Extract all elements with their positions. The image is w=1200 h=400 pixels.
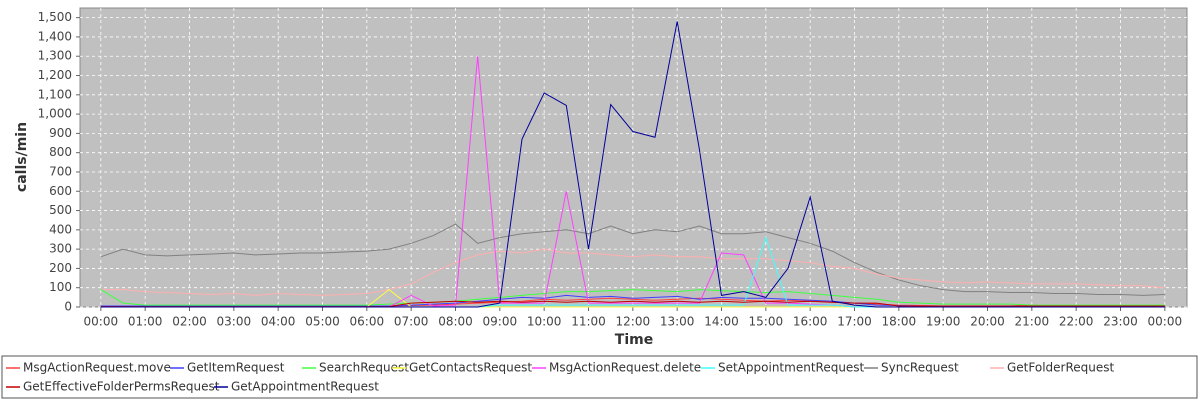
plot-area <box>79 7 1188 308</box>
series-line <box>100 223 1165 296</box>
x-tick-label: 20:00 <box>970 315 1005 329</box>
y-tick-label: 800 <box>49 145 72 159</box>
x-tick-label: 22:00 <box>1059 315 1094 329</box>
y-tick-label: 600 <box>49 184 72 198</box>
x-tick-label: 17:00 <box>837 315 872 329</box>
x-tick-label: 04:00 <box>261 315 296 329</box>
x-tick-label: 01:00 <box>128 315 163 329</box>
x-tick-label: 08:00 <box>438 315 473 329</box>
x-tick-label: 00:00 <box>84 315 119 329</box>
legend-label: GetEffectiveFolderPermsRequest <box>23 380 220 394</box>
legend-label: GetItemRequest <box>187 361 285 375</box>
x-tick-label: 00:00 <box>1148 315 1183 329</box>
y-tick-label: 1,400 <box>38 29 72 43</box>
y-tick-label: 1,200 <box>38 68 72 82</box>
legend-label: MsgActionRequest.delete <box>549 361 701 375</box>
x-tick-label: 03:00 <box>217 315 252 329</box>
x-tick-label: 23:00 <box>1103 315 1138 329</box>
x-tick-label: 09:00 <box>483 315 518 329</box>
legend-label: SetAppointmentRequest <box>718 361 865 375</box>
x-tick-label: 05:00 <box>305 315 340 329</box>
y-tick-label: 900 <box>49 126 72 140</box>
x-tick-label: 19:00 <box>926 315 961 329</box>
x-tick-label: 16:00 <box>793 315 828 329</box>
legend-label: GetContactsRequest <box>409 361 532 375</box>
x-tick-label: 11:00 <box>571 315 606 329</box>
y-tick-label: 1,300 <box>38 49 72 63</box>
y-tick-label: 0 <box>64 300 72 314</box>
x-tick-label: 18:00 <box>882 315 917 329</box>
legend-label: GetFolderRequest <box>1007 361 1115 375</box>
y-tick-label: 700 <box>49 164 72 178</box>
x-tick-label: 14:00 <box>704 315 739 329</box>
y-tick-label: 100 <box>49 280 72 294</box>
x-tick-label: 15:00 <box>749 315 784 329</box>
y-tick-label: 1,100 <box>38 87 72 101</box>
y-tick-label: 400 <box>49 222 72 236</box>
y-tick-label: 500 <box>49 203 72 217</box>
series-line <box>100 21 1165 308</box>
x-tick-label: 06:00 <box>350 315 385 329</box>
y-tick-label: 1,500 <box>38 10 72 24</box>
y-axis-label: calls/min <box>14 122 30 192</box>
legend-label: MsgActionRequest.move <box>23 361 171 375</box>
legend-label: GetAppointmentRequest <box>231 380 379 394</box>
y-tick-label: 1,000 <box>38 107 72 121</box>
x-tick-label: 07:00 <box>394 315 429 329</box>
y-tick-label: 200 <box>49 261 72 275</box>
x-tick-label: 12:00 <box>616 315 651 329</box>
series-line <box>100 289 1165 306</box>
series-line <box>100 248 1165 296</box>
x-tick-label: 13:00 <box>660 315 695 329</box>
x-tick-label: 21:00 <box>1015 315 1050 329</box>
x-tick-label: 02:00 <box>172 315 207 329</box>
legend-label: SyncRequest <box>881 361 959 375</box>
legend <box>1 355 1198 399</box>
legend-label: SearchRequest <box>319 361 409 375</box>
y-tick-label: 300 <box>49 242 72 256</box>
x-tick-label: 10:00 <box>527 315 562 329</box>
x-axis-label: Time <box>615 332 653 348</box>
